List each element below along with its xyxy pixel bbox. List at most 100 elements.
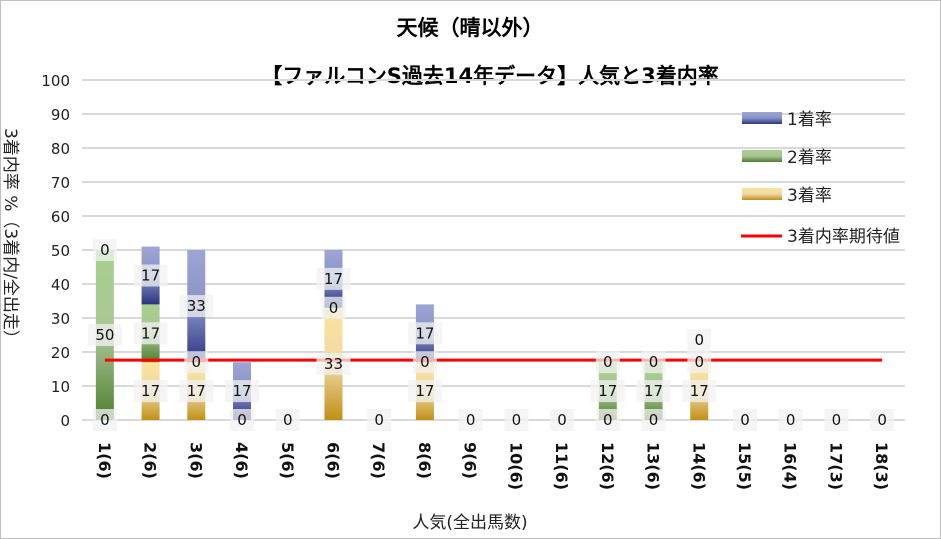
- data-label: 0: [740, 411, 750, 429]
- data-label-bg: [179, 295, 214, 318]
- data-label: 17: [141, 382, 160, 400]
- x-tick-label: 10(6): [506, 442, 525, 490]
- data-label-bg: [778, 409, 803, 431]
- data-label: 33: [324, 355, 343, 373]
- data-label: 0: [512, 411, 522, 429]
- data-label: 0: [466, 411, 476, 429]
- y-tick-label: 80: [51, 140, 70, 158]
- x-tick-label: 7(6): [369, 442, 388, 479]
- x-tick-label: 12(6): [598, 442, 617, 490]
- data-label: 0: [100, 411, 110, 429]
- x-tick-label: 18(3): [872, 442, 891, 490]
- data-label-bg: [179, 380, 214, 403]
- data-label: 17: [415, 324, 434, 342]
- data-label-bg: [367, 409, 392, 431]
- data-labels: 0 50 0 17 17 17 17 0 33 0 17 0 33 0 17 0 17 0 17 0 0 0 0 17 0 0 17…: [87, 239, 895, 431]
- legend-label: 2着率: [787, 148, 832, 168]
- data-label: 17: [644, 382, 663, 400]
- legend-label: 3着内率期待値: [787, 227, 900, 247]
- data-label-bg: [687, 329, 712, 352]
- x-tick-label: 16(4): [781, 442, 800, 490]
- data-label-bg: [316, 352, 351, 375]
- x-tick-label: 5(6): [278, 442, 297, 479]
- x-tick-label: 4(6): [232, 442, 251, 479]
- data-label: 0: [603, 411, 613, 429]
- data-label: 17: [415, 382, 434, 400]
- data-label-bg: [636, 380, 671, 403]
- data-label-bg: [590, 380, 625, 403]
- legend-label: 1着率: [787, 110, 832, 130]
- data-label-bg: [275, 409, 300, 431]
- data-label: 0: [420, 353, 430, 371]
- chart-subtitle: 【ファルコンS過去14年データ】人気と3着内率: [261, 64, 719, 88]
- data-label: 0: [557, 411, 567, 429]
- y-axis-ticks: 0 10 20 30 40 50 60 70 80 90 100: [41, 72, 70, 430]
- data-label: 17: [690, 382, 709, 400]
- x-tick-label: 1(6): [95, 442, 114, 479]
- legend-swatch-3: [742, 112, 782, 124]
- data-label-bg: [687, 351, 712, 374]
- legend-label: 3着率: [787, 186, 832, 206]
- data-label: 17: [141, 324, 160, 342]
- data-label: 17: [324, 270, 343, 288]
- data-label-bg: [184, 351, 209, 374]
- data-label-bg: [92, 239, 117, 261]
- data-label: 0: [832, 411, 842, 429]
- x-axis-ticks: 1(6) 2(6) 3(6) 4(6) 5(6) 6(6) 7(6) 8(6) 9(6) 10(6…: [95, 442, 891, 490]
- data-label-bg: [870, 409, 895, 431]
- data-label: 0: [329, 299, 339, 317]
- legend-swatch-2: [742, 150, 782, 162]
- data-label-bg: [321, 296, 346, 319]
- data-label: 0: [603, 353, 613, 371]
- x-axis-title: 人気(全出馬数): [412, 513, 527, 533]
- chart-title: 天候（晴以外）: [397, 16, 544, 40]
- y-tick-label: 20: [51, 344, 70, 362]
- y-tick-label: 70: [51, 174, 70, 192]
- data-label-bg: [504, 409, 529, 431]
- y-axis-title: 3着内率 %（3着内/全出走）: [0, 128, 20, 347]
- data-label: 0: [374, 411, 384, 429]
- legend-swatch-1: [742, 188, 782, 200]
- data-label: 33: [187, 297, 206, 315]
- x-tick-label: 14(6): [689, 442, 708, 490]
- data-label: 17: [187, 382, 206, 400]
- y-tick-label: 10: [51, 378, 70, 396]
- data-label-bg: [824, 409, 849, 431]
- y-tick-label: 0: [60, 412, 70, 430]
- data-label: 0: [649, 411, 659, 429]
- y-tick-label: 100: [41, 72, 70, 90]
- data-label: 0: [694, 331, 704, 349]
- x-tick-label: 11(6): [552, 442, 571, 490]
- y-tick-label: 40: [51, 276, 70, 294]
- x-tick-label: 15(5): [735, 442, 754, 490]
- data-label-bg: [133, 264, 168, 287]
- x-tick-label: 2(6): [141, 442, 160, 479]
- data-label: 0: [694, 353, 704, 371]
- data-label-bg: [133, 322, 168, 345]
- data-label: 0: [100, 241, 110, 259]
- data-label-bg: [732, 409, 757, 431]
- data-label: 0: [649, 353, 659, 371]
- data-label: 0: [877, 411, 887, 429]
- data-label-bg: [458, 409, 483, 431]
- data-label: 50: [95, 326, 114, 344]
- data-label-bg: [641, 351, 666, 374]
- data-label: 17: [232, 382, 251, 400]
- legend: 1着率 2着率 3着率 3着内率期待値: [741, 110, 900, 247]
- x-tick-label: 13(6): [644, 442, 663, 490]
- data-label-bg: [550, 409, 575, 431]
- data-label-bg: [316, 267, 351, 290]
- data-label: 17: [598, 382, 617, 400]
- x-tick-label: 3(6): [186, 442, 205, 479]
- x-tick-label: 6(6): [323, 442, 342, 479]
- y-tick-label: 90: [51, 106, 70, 124]
- data-label-bg: [641, 409, 666, 431]
- data-label-bg: [595, 409, 620, 431]
- data-label-bg: [412, 351, 437, 374]
- data-label-bg: [225, 380, 260, 403]
- data-label-bg: [682, 380, 717, 403]
- data-label-bg: [407, 322, 442, 345]
- data-label: 0: [786, 411, 796, 429]
- x-tick-label: 8(6): [415, 442, 434, 479]
